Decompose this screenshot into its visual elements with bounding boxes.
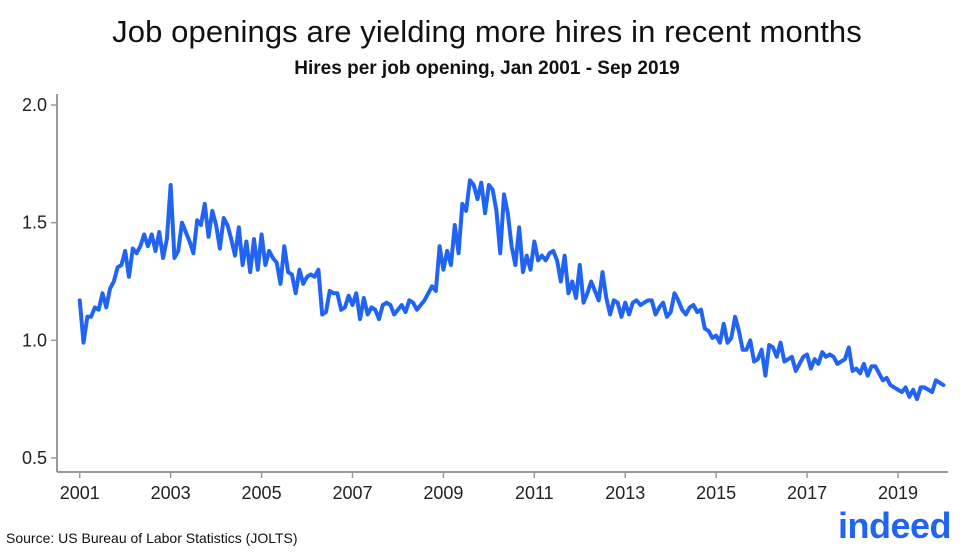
- x-tick-label: 2001: [60, 483, 100, 503]
- chart-subtitle: Hires per job opening, Jan 2001 - Sep 20…: [294, 58, 680, 79]
- source-note: Source: US Bureau of Labor Statistics (J…: [6, 530, 298, 546]
- y-tick-label: 2.0: [22, 95, 47, 115]
- y-tick-label: 1.5: [22, 213, 47, 233]
- indeed-logo: indeed: [838, 505, 952, 546]
- x-tick-label: 2007: [332, 483, 372, 503]
- x-tick-label: 2011: [515, 483, 554, 503]
- x-tick-label: 2019: [878, 483, 918, 503]
- x-tick-label: 2017: [787, 483, 827, 503]
- chart-title: Job openings are yielding more hires in …: [112, 14, 862, 49]
- y-tick-label: 0.5: [22, 448, 47, 468]
- y-tick-label: 1.0: [22, 330, 47, 350]
- x-tick-label: 2003: [151, 483, 191, 503]
- x-tick-label: 2005: [242, 483, 282, 503]
- series-group: [77, 178, 946, 402]
- x-tick-label: 2009: [423, 483, 463, 503]
- x-axis: 2001 2003 2005 2007 2009 2011 2013 2015 2017 2019: [57, 471, 948, 503]
- y-axis: 0.5 1.0 1.5 2.0: [22, 94, 58, 472]
- x-tick-label: 2015: [696, 483, 736, 503]
- series-line: [77, 178, 946, 402]
- x-tick-label: 2013: [605, 483, 645, 503]
